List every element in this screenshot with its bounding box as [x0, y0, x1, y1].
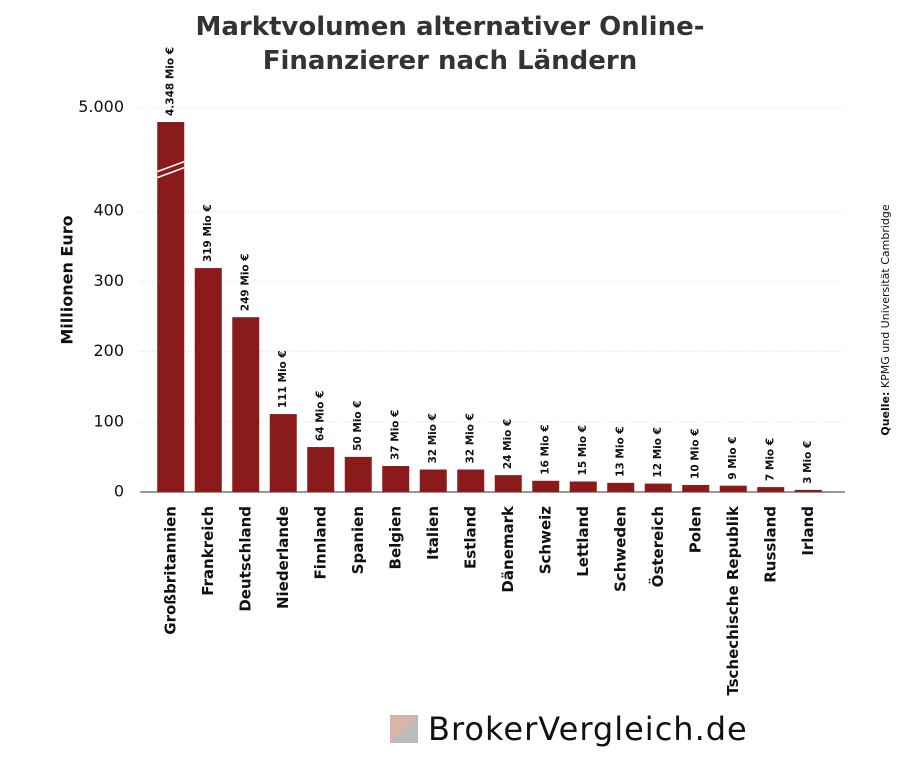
bar	[419, 469, 447, 492]
bar	[644, 483, 672, 492]
value-label: 32 Mio €	[427, 413, 439, 464]
source: Quelle: KPMG und Universität Cambridge	[879, 204, 892, 436]
bar	[569, 481, 597, 492]
logo-icon	[390, 715, 418, 743]
value-label: 32 Mio €	[465, 413, 477, 464]
logo: BrokerVergleich.de	[428, 710, 748, 748]
bar	[794, 489, 822, 492]
x-tick-label: Schweiz	[536, 506, 554, 575]
y-tick-label: 200	[93, 341, 124, 360]
value-label: 13 Mio €	[615, 426, 627, 477]
bar	[382, 466, 410, 492]
value-label: 24 Mio €	[502, 419, 514, 470]
bar	[307, 447, 335, 492]
x-tick-label: Irland	[799, 506, 817, 556]
axis-break	[156, 160, 185, 173]
value-label: 249 Mio €	[240, 253, 252, 311]
bar	[607, 482, 635, 492]
chart-title: Marktvolumen alternativer Online-Finanzi…	[195, 12, 705, 76]
axis-break	[156, 166, 185, 179]
y-tick-label: 5.000	[78, 97, 124, 116]
value-label: 37 Mio €	[390, 410, 402, 461]
y-tick-label: 300	[93, 271, 124, 290]
bar	[757, 487, 785, 492]
x-tick-label: Dänemark	[499, 505, 517, 593]
x-tick-label: Östereich	[648, 506, 667, 587]
x-tick-label: Schweden	[611, 506, 629, 592]
bar	[269, 414, 297, 492]
bar	[157, 122, 185, 493]
value-label: 15 Mio €	[577, 425, 589, 476]
value-label: 3 Mio €	[802, 441, 814, 484]
bar	[719, 485, 747, 492]
y-tick-label: 0	[114, 482, 124, 501]
bar	[194, 268, 222, 492]
bar	[532, 480, 560, 492]
bar	[232, 317, 260, 492]
x-tick-label: Niederlande	[274, 506, 292, 609]
x-tick-label: Deutschland	[236, 506, 254, 612]
value-label: 4.348 Mio €	[165, 47, 177, 116]
value-label: 16 Mio €	[540, 424, 552, 475]
x-tick-label: Polen	[686, 506, 704, 553]
bar	[457, 469, 485, 492]
x-tick-label: Lettland	[574, 506, 592, 577]
source-label: Quelle:	[879, 392, 892, 436]
source-text: KPMG und Universität Cambridge	[879, 204, 892, 388]
value-label: 12 Mio €	[652, 427, 664, 478]
value-label: 50 Mio €	[352, 400, 364, 451]
x-tick-label: Belgien	[386, 506, 404, 569]
y-tick-label: 100	[93, 411, 124, 430]
value-label: 64 Mio €	[315, 391, 327, 442]
y-tick-label: 400	[93, 201, 124, 220]
x-tick-label: Spanien	[349, 506, 367, 574]
x-tick-label: Tschechische Republik	[724, 505, 742, 696]
value-label: 111 Mio €	[277, 350, 289, 408]
y-axis-title: Millionen Euro	[58, 215, 77, 344]
x-tick-label: Italien	[424, 506, 442, 560]
bar	[494, 475, 522, 492]
bar	[344, 456, 372, 492]
value-label: 9 Mio €	[727, 436, 739, 479]
value-label: 10 Mio €	[690, 428, 702, 479]
value-label: 7 Mio €	[765, 438, 777, 481]
x-tick-label: Estland	[461, 506, 479, 569]
x-tick-label: Großbritannien	[161, 506, 179, 635]
x-tick-label: Finnland	[311, 506, 329, 579]
bar	[682, 484, 710, 492]
x-tick-label: Russland	[761, 506, 779, 583]
x-tick-label: Frankreich	[199, 506, 217, 596]
value-label: 319 Mio €	[202, 204, 214, 262]
